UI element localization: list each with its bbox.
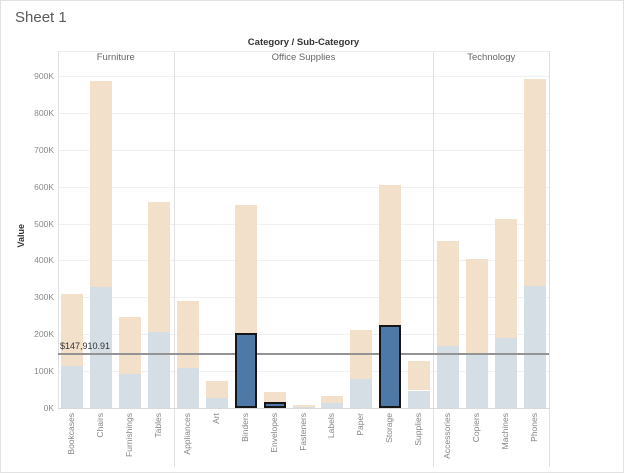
bar-envelopes-orange-segment[interactable] [264, 392, 286, 402]
bar-machines-orange-segment[interactable] [495, 219, 517, 338]
panel-header-top-border [58, 51, 549, 52]
y-tick-label: 100K [34, 366, 54, 376]
panel-divider [433, 51, 434, 467]
y-gridline [58, 113, 549, 114]
bar-supplies-blue-segment[interactable] [408, 391, 430, 408]
bar-chairs-blue-segment[interactable] [90, 287, 112, 408]
chart-title: Category / Sub-Category [247, 37, 360, 48]
bar-bookcases-blue-segment[interactable] [61, 366, 83, 408]
bar-fasteners-orange-segment[interactable] [293, 405, 315, 407]
reference-line [58, 353, 549, 355]
x-axis-label-phones[interactable]: Phones [529, 413, 539, 442]
bar-appliances-orange-segment[interactable] [177, 301, 199, 368]
bar-paper-blue-segment[interactable] [350, 379, 372, 408]
bar-phones-orange-segment[interactable] [524, 79, 546, 286]
y-gridline [58, 371, 549, 372]
bar-chairs-orange-segment[interactable] [90, 81, 112, 287]
y-tick-label: 600K [34, 182, 54, 192]
y-tick-label: 700K [34, 145, 54, 155]
x-axis-label-machines[interactable]: Machines [500, 413, 510, 450]
bar-bookcases-orange-segment[interactable] [61, 294, 83, 366]
panel-header-technology[interactable]: Technology [467, 52, 516, 63]
y-tick-label: 300K [34, 292, 54, 302]
y-tick-label: 800K [34, 108, 54, 118]
bar-storage-selected-blue-segment[interactable] [379, 325, 401, 408]
bar-accessories-blue-segment[interactable] [437, 346, 459, 408]
bar-storage-orange-segment[interactable] [379, 185, 401, 325]
x-axis-label-appliances[interactable]: Appliances [182, 413, 192, 455]
y-gridline [58, 334, 549, 335]
plot-left-border [58, 51, 59, 408]
y-gridline [58, 76, 549, 77]
reference-line-label: $147,910.91 [60, 341, 111, 351]
bar-tables-orange-segment[interactable] [148, 202, 170, 332]
plot-right-border [549, 51, 550, 467]
bar-labels-orange-segment[interactable] [321, 396, 343, 404]
bar-binders-orange-segment[interactable] [235, 205, 257, 333]
bar-supplies-orange-segment[interactable] [408, 361, 430, 390]
x-axis-label-bookcases[interactable]: Bookcases [66, 413, 76, 455]
bar-phones-blue-segment[interactable] [524, 286, 546, 408]
bar-binders-selected-blue-segment[interactable] [235, 333, 257, 408]
y-tick-label: 0K [43, 403, 54, 413]
bar-furnishings-orange-segment[interactable] [119, 317, 141, 375]
x-axis-label-furnishings[interactable]: Furnishings [124, 413, 134, 457]
bar-appliances-blue-segment[interactable] [177, 368, 199, 408]
sheet-title: Sheet 1 [15, 9, 67, 26]
y-tick-label: 400K [34, 255, 54, 265]
x-axis-label-supplies[interactable]: Supplies [413, 413, 423, 446]
bar-copiers-blue-segment[interactable] [466, 353, 488, 408]
bar-machines-blue-segment[interactable] [495, 338, 517, 408]
bar-copiers-orange-segment[interactable] [466, 259, 488, 353]
x-axis-label-art[interactable]: Art [211, 413, 221, 424]
x-axis-label-copiers[interactable]: Copiers [471, 413, 481, 443]
bar-art-orange-segment[interactable] [206, 381, 228, 398]
panel-header-furniture[interactable]: Furniture [96, 52, 135, 63]
x-axis-label-storage[interactable]: Storage [384, 413, 394, 443]
bar-envelopes-selected-blue-segment[interactable] [264, 402, 286, 408]
y-tick-label: 500K [34, 219, 54, 229]
x-axis-label-tables[interactable]: Tables [153, 413, 163, 438]
x-axis-label-accessories[interactable]: Accessories [442, 413, 452, 459]
x-axis-label-binders[interactable]: Binders [240, 413, 250, 442]
bar-labels-blue-segment[interactable] [321, 403, 343, 408]
x-axis-label-chairs[interactable]: Chairs [95, 413, 105, 438]
panel-divider [174, 51, 175, 467]
bar-furnishings-blue-segment[interactable] [119, 374, 141, 408]
bar-accessories-orange-segment[interactable] [437, 241, 459, 346]
y-gridline [58, 297, 549, 298]
y-tick-label: 900K [34, 71, 54, 81]
x-axis-line [58, 408, 549, 409]
x-axis-label-fasteners[interactable]: Fasteners [298, 413, 308, 451]
y-tick-label: 200K [34, 329, 54, 339]
bar-art-blue-segment[interactable] [206, 398, 228, 408]
y-gridline [58, 150, 549, 151]
x-axis-label-labels[interactable]: Labels [326, 413, 336, 439]
y-gridline [58, 224, 549, 225]
x-axis-label-paper[interactable]: Paper [355, 413, 365, 436]
panel-header-office-supplies[interactable]: Office Supplies [271, 52, 336, 63]
x-axis-label-envelopes[interactable]: Envelopes [269, 413, 279, 453]
y-gridline [58, 187, 549, 188]
bar-tables-blue-segment[interactable] [148, 332, 170, 408]
y-gridline [58, 260, 549, 261]
